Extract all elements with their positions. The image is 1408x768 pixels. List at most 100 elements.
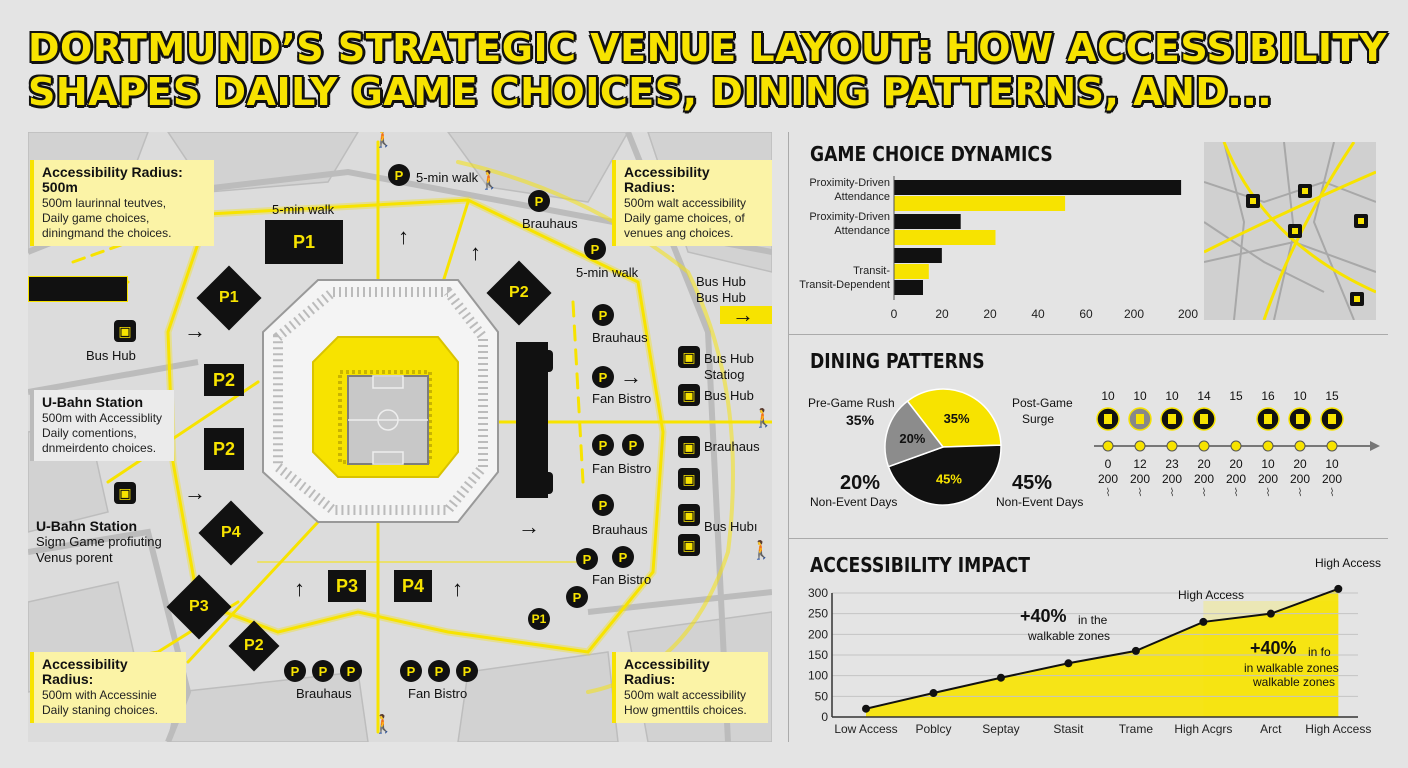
parking-label: P2 [244,636,264,654]
timeline-point [1102,440,1114,452]
y-tick-label: 100 [808,669,828,683]
impact-annotation-2: +40% [1250,638,1297,658]
accessibility-area-chart: 0 50 100 150 200 250 300 Low Access Poblcy Septay… [808,584,1371,736]
impact-annotation-2d: walkable zones [1253,675,1336,689]
venue-label-brauhaus: Brauhaus [704,439,760,454]
parking-p-icon[interactable]: P [312,660,334,682]
timeline-tick: ⌇ [1137,487,1142,499]
pedestrian-icon: 🚶 [478,170,501,190]
parking-lot-p1[interactable]: P1 [265,220,343,264]
bar-category-label: Proximity-Driven [809,177,890,189]
parking-p-icon[interactable]: P [284,660,306,682]
data-point [1334,584,1343,593]
parking-p-icon[interactable]: P [592,366,614,388]
parking-p-icon[interactable]: P [388,164,410,186]
timeline-top-label: 15 [1325,389,1339,403]
timeline-top-label: 10 [1101,389,1115,403]
parking-p-icon[interactable]: P [584,238,606,260]
parking-lot-p4[interactable]: P4 [394,570,432,602]
pie-label-right: Non-Event Days [996,495,1084,509]
data-point [862,704,870,713]
parking-p-icon[interactable]: P [592,434,614,456]
timeline-top-label: 15 [1229,389,1243,403]
bus-icon[interactable]: ▣ [678,384,700,406]
callout-top-left: Accessibility Radius: 500m 500m laurinna… [30,160,214,246]
timeline-value: 200 [1162,472,1182,486]
timeline-tick: ⌇ [1233,487,1238,499]
data-point [1199,617,1208,626]
dining-timeline: 100200⌇1012200⌇1023200⌇1420200⌇1520200⌇1… [1094,389,1380,499]
timeline-tick: ⌇ [1201,487,1206,499]
venue-map[interactable]: Accessibility Radius: 500m 500m laurinna… [28,132,772,742]
venue-label-fan-bistro: Fan Bistro [592,572,652,587]
timeline-point [1262,440,1274,452]
stadium-graphic [262,279,499,523]
timeline-value: 0 [1105,457,1112,471]
parking-p-icon[interactable]: P [400,660,422,682]
parking-p-icon[interactable]: P [428,660,450,682]
ubahn-sub-label: Venus porent [36,550,113,565]
timeline-point [1198,440,1210,452]
parking-p-icon[interactable]: P [528,190,550,212]
pie-slice-label: 20% [899,431,925,446]
parking-p-icon[interactable]: P [576,548,598,570]
pie-slice [884,400,945,468]
x-tick-label: 20 [983,307,997,321]
bus-icon[interactable]: ▣ [678,504,700,526]
parking-lot-p2[interactable]: P2 [204,428,244,470]
bar-category-label: Attendance [834,191,890,203]
timeline-value: 200 [1130,472,1150,486]
timeline-tick: ⌇ [1265,487,1270,499]
timeline-top-label: 10 [1293,389,1307,403]
timeline-point [1166,440,1178,452]
bar-category-label: Proximity-Driven [809,211,890,223]
parking-label: P3 [189,597,209,615]
venue-label-brauhaus: Brauhaus [592,330,648,345]
x-tick-label: Arct [1260,722,1282,736]
bar [894,196,1066,211]
arrow-right-icon: → [732,302,754,327]
timeline-top-label: 10 [1133,389,1147,403]
venue-label-brauhaus: Brauhaus [296,686,352,701]
bus-icon[interactable]: ▣ [114,320,136,342]
mini-map[interactable] [1204,142,1376,320]
venue-label-fan-bistro: Fan Bistro [592,391,652,406]
walk-label: 5-min walk [272,202,335,217]
parking-p-icon[interactable]: P [622,434,644,456]
bus-bay [516,342,548,498]
pie-slice-label: 35% [944,411,970,426]
pie-slice [887,444,1002,506]
timeline-point [1326,440,1338,452]
ubahn-sub-label: Sigm Game profiuting [36,534,162,549]
bus-icon[interactable]: ▣ [678,436,700,458]
section-heading-game-choice: GAME CHOICE DYNAMICS [810,142,1053,166]
bus-hub-label: Bus Hub [696,290,746,305]
timeline-value: 200 [1290,472,1310,486]
timeline-value: 200 [1322,472,1342,486]
parking-lot-p2[interactable]: P2 [204,364,244,396]
bus-icon[interactable]: ▣ [678,346,700,368]
parking-p-icon[interactable]: P [612,546,634,568]
x-tick-label: Trame [1119,722,1154,736]
parking-p-icon[interactable]: P [340,660,362,682]
parking-marker[interactable]: P1 [528,608,550,630]
parking-p-icon[interactable]: P [592,304,614,326]
parking-p-icon[interactable]: P [566,586,588,608]
station-label: Statiog [704,367,745,382]
parking-p-icon[interactable]: P [592,494,614,516]
arrow-up-icon: ↑ [398,224,409,249]
x-tick-label: 60 [1079,307,1093,321]
callout-bottom-right: Accessibility Radius: 500m walt accessib… [612,652,768,723]
impact-annotation-2c: in walkable zones [1244,661,1339,675]
pie-slice-label: 45% [936,471,962,486]
y-tick-label: 300 [808,586,828,600]
parking-lot-p3[interactable]: P3 [328,570,366,602]
bus-icon[interactable]: ▣ [678,534,700,556]
timeline-tick: ⌇ [1329,487,1334,499]
bus-icon[interactable]: ▣ [678,468,700,490]
bus-hub-label: Bus Hub [704,388,754,403]
area-line [865,587,1339,710]
bus-icon[interactable]: ▣ [114,482,136,504]
high-access-label: High Access [1315,556,1382,570]
parking-p-icon[interactable]: P [456,660,478,682]
